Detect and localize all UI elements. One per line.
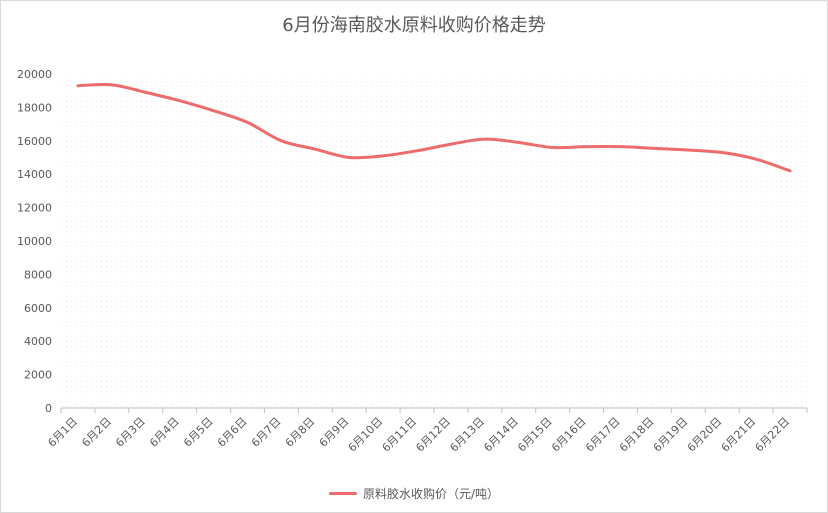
data-point [754,157,758,161]
x-tick-label: 6月11日 [380,415,420,455]
y-tick-label: 18000 [17,101,52,114]
data-point [279,139,283,143]
x-tick-label: 6月18日 [617,415,657,455]
x-tick-label: 6月1日 [45,415,80,450]
x-tick-label: 6月15日 [515,415,555,455]
data-point [246,120,250,124]
x-tick-label: 6月8日 [283,415,318,450]
data-point [76,84,80,88]
y-tick-label: 14000 [17,168,52,181]
y-tick-label: 10000 [17,235,52,248]
data-point [381,154,385,158]
y-tick-label: 20000 [17,68,52,81]
y-tick-label: 0 [45,402,52,415]
data-point [212,109,216,113]
data-point [551,145,555,149]
legend-label: 原料胶水收购价（元/吨） [362,487,500,501]
data-point [517,140,521,144]
y-tick-label: 16000 [17,135,52,148]
x-tick-label: 6月19日 [651,415,691,455]
legend: 原料胶水收购价（元/吨） [1,485,827,502]
x-tick-label: 6月22日 [753,415,793,455]
x-tick-label: 6月3日 [113,415,148,450]
data-point [347,156,351,160]
data-point [788,169,792,173]
data-point [144,90,148,94]
y-tick-label: 4000 [24,335,52,348]
y-tick-label: 8000 [24,268,52,281]
x-tick-label: 6月2日 [79,415,114,450]
data-point [483,137,487,141]
x-tick-label: 6月13日 [447,415,487,455]
data-point [652,146,656,150]
data-point [585,145,589,149]
data-point [178,99,182,103]
y-tick-label: 2000 [24,369,52,382]
x-tick-label: 6月6日 [215,415,250,450]
x-tick-label: 6月17日 [583,415,623,455]
y-tick-label: 6000 [24,302,52,315]
x-tick-label: 6月16日 [549,415,589,455]
plot-area [61,74,807,408]
data-point [110,83,114,87]
x-tick-label: 6月5日 [181,415,216,450]
y-tick-label: 12000 [17,202,52,215]
legend-swatch [328,492,357,495]
data-point [686,148,690,152]
x-tick-label: 6月20日 [685,415,725,455]
x-tick-label: 6月4日 [147,415,182,450]
line-chart: 0 2000 4000 6000 8000 10000 12000 14000 16000 180… [17,68,808,455]
data-point [449,142,453,146]
data-point [415,149,419,153]
x-tick-label: 6月12日 [413,415,453,455]
x-tick-label: 6月21日 [719,415,759,455]
x-tick-label: 6月10日 [346,415,386,455]
x-tick-label: 6月7日 [249,415,284,450]
data-point [313,147,317,151]
chart-title: 6月份海南胶水原料收购价格走势 [282,15,546,36]
data-point [619,145,623,149]
series-line [76,82,792,173]
data-point [720,150,724,154]
x-tick-label: 6月14日 [481,415,521,455]
